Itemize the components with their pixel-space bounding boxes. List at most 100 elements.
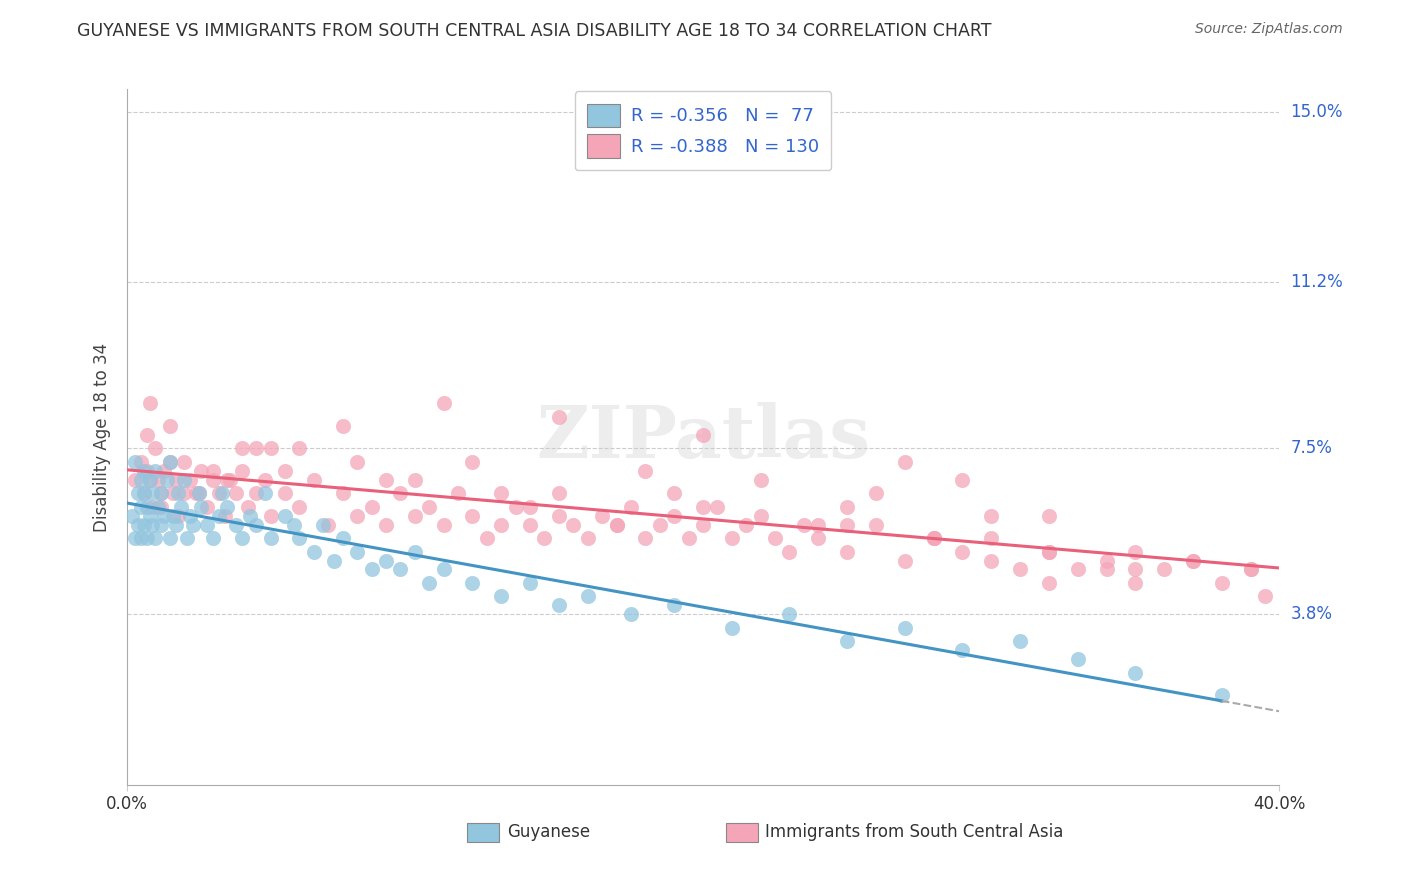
Point bbox=[170, 500, 193, 514]
Point bbox=[150, 486, 173, 500]
Point bbox=[735, 517, 758, 532]
Point bbox=[165, 473, 187, 487]
Point bbox=[202, 473, 225, 487]
Point bbox=[548, 409, 571, 424]
Point bbox=[461, 455, 484, 469]
Point bbox=[793, 517, 815, 532]
Point bbox=[1038, 576, 1060, 591]
Point bbox=[591, 508, 613, 523]
Point bbox=[202, 531, 225, 545]
Point bbox=[922, 531, 945, 545]
Point bbox=[491, 517, 513, 532]
Point bbox=[288, 500, 311, 514]
Point bbox=[894, 553, 917, 567]
Point bbox=[1010, 562, 1032, 576]
Point bbox=[865, 486, 887, 500]
Point bbox=[150, 486, 173, 500]
Point bbox=[159, 418, 181, 433]
Point bbox=[634, 531, 657, 545]
Point bbox=[475, 531, 498, 545]
Point bbox=[124, 473, 146, 487]
Text: 15.0%: 15.0% bbox=[1291, 103, 1343, 120]
Point bbox=[1125, 544, 1147, 558]
Point bbox=[231, 464, 253, 478]
Point bbox=[121, 508, 143, 523]
Point bbox=[184, 486, 207, 500]
Point bbox=[148, 473, 170, 487]
Point bbox=[162, 508, 184, 523]
Point bbox=[208, 486, 231, 500]
Y-axis label: Disability Age 18 to 34: Disability Age 18 to 34 bbox=[93, 343, 111, 532]
Point bbox=[245, 517, 267, 532]
Point bbox=[208, 508, 231, 523]
Point bbox=[1125, 665, 1147, 680]
Point bbox=[865, 517, 887, 532]
Point bbox=[219, 473, 242, 487]
Point bbox=[159, 455, 181, 469]
Point bbox=[165, 517, 187, 532]
Point bbox=[360, 500, 382, 514]
Point bbox=[807, 531, 830, 545]
Point bbox=[562, 517, 585, 532]
Point bbox=[346, 455, 368, 469]
Text: GUYANESE VS IMMIGRANTS FROM SOUTH CENTRAL ASIA DISABILITY AGE 18 TO 34 CORRELATI: GUYANESE VS IMMIGRANTS FROM SOUTH CENTRA… bbox=[77, 22, 991, 40]
Point bbox=[1211, 688, 1233, 702]
Point bbox=[129, 473, 152, 487]
Point bbox=[202, 464, 225, 478]
Point bbox=[374, 517, 398, 532]
Point bbox=[779, 544, 801, 558]
Point bbox=[231, 442, 253, 456]
Point bbox=[706, 500, 728, 514]
Point bbox=[519, 517, 541, 532]
Point bbox=[127, 486, 149, 500]
Point bbox=[548, 486, 571, 500]
Point bbox=[779, 607, 801, 622]
Point bbox=[447, 486, 470, 500]
Point bbox=[749, 508, 772, 523]
Point bbox=[124, 531, 146, 545]
Point bbox=[132, 486, 155, 500]
Point bbox=[190, 464, 212, 478]
Point bbox=[127, 517, 149, 532]
Point bbox=[1153, 562, 1175, 576]
Point bbox=[190, 500, 212, 514]
Point bbox=[664, 599, 686, 613]
Point bbox=[332, 418, 354, 433]
Point bbox=[236, 500, 259, 514]
Point bbox=[332, 486, 354, 500]
Point bbox=[374, 473, 398, 487]
Point bbox=[253, 486, 276, 500]
Point bbox=[433, 562, 456, 576]
Point bbox=[418, 500, 440, 514]
Point bbox=[346, 544, 368, 558]
Point bbox=[620, 500, 643, 514]
Point bbox=[283, 517, 305, 532]
Point bbox=[922, 531, 945, 545]
Legend: R = -0.356   N =  77, R = -0.388   N = 130: R = -0.356 N = 77, R = -0.388 N = 130 bbox=[575, 91, 831, 170]
Point bbox=[648, 517, 671, 532]
Point bbox=[124, 455, 146, 469]
Point bbox=[548, 508, 571, 523]
Point bbox=[692, 500, 714, 514]
Point bbox=[135, 427, 157, 442]
Point bbox=[141, 500, 163, 514]
Point bbox=[225, 486, 247, 500]
Point bbox=[1095, 553, 1118, 567]
Point bbox=[1038, 544, 1060, 558]
Point bbox=[132, 486, 155, 500]
Text: Source: ZipAtlas.com: Source: ZipAtlas.com bbox=[1195, 22, 1343, 37]
Point bbox=[245, 442, 267, 456]
Point bbox=[253, 473, 276, 487]
Point bbox=[894, 455, 917, 469]
Point bbox=[1010, 634, 1032, 648]
Point bbox=[1095, 562, 1118, 576]
Point bbox=[389, 562, 412, 576]
Point bbox=[389, 486, 412, 500]
Point bbox=[404, 508, 426, 523]
Point bbox=[404, 473, 426, 487]
Point bbox=[418, 576, 440, 591]
Point bbox=[835, 634, 858, 648]
Point bbox=[323, 553, 346, 567]
Point bbox=[980, 508, 1002, 523]
Point bbox=[150, 500, 173, 514]
